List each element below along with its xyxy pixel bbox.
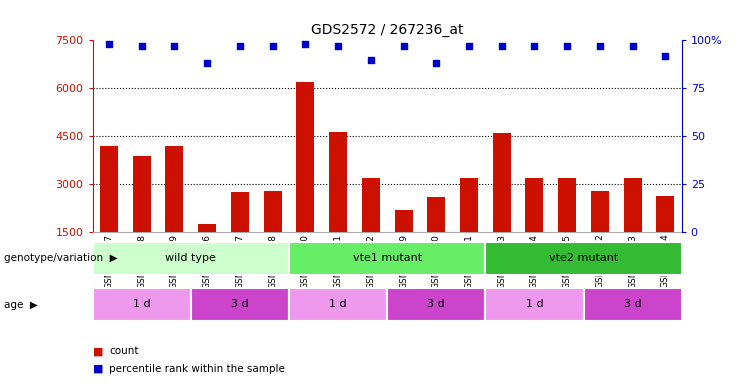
Point	[168, 43, 180, 49]
Text: vte2 mutant: vte2 mutant	[549, 253, 618, 263]
Bar	[525, 178, 543, 232]
Bar	[657, 195, 674, 232]
Bar	[362, 178, 380, 232]
Point	[202, 60, 213, 66]
Text: 3 d: 3 d	[624, 299, 642, 310]
Bar	[493, 133, 511, 232]
Text: ■: ■	[93, 364, 103, 374]
Text: 3 d: 3 d	[428, 299, 445, 310]
Text: wild type: wild type	[165, 253, 216, 263]
Bar	[100, 146, 118, 232]
Bar	[198, 224, 216, 232]
Bar	[394, 210, 413, 232]
Bar	[558, 178, 576, 232]
Point	[103, 41, 115, 47]
Point	[267, 43, 279, 49]
Text: 1 d: 1 d	[525, 299, 543, 310]
Text: age  ▶: age ▶	[4, 300, 38, 310]
Bar	[93, 242, 289, 275]
Bar	[191, 288, 289, 321]
Point	[136, 43, 147, 49]
Bar	[231, 192, 249, 232]
Bar	[289, 242, 485, 275]
Bar	[428, 197, 445, 232]
Bar	[485, 288, 583, 321]
Point	[431, 60, 442, 66]
Bar	[93, 288, 191, 321]
Point	[398, 43, 410, 49]
Point	[528, 43, 540, 49]
Bar	[264, 191, 282, 232]
Point	[234, 43, 246, 49]
Point	[561, 43, 573, 49]
Point	[365, 56, 376, 63]
Title: GDS2572 / 267236_at: GDS2572 / 267236_at	[311, 23, 463, 36]
Text: genotype/variation  ▶: genotype/variation ▶	[4, 253, 117, 263]
Bar	[624, 178, 642, 232]
Point	[463, 43, 475, 49]
Text: ■: ■	[93, 346, 103, 356]
Bar	[591, 191, 609, 232]
Text: 1 d: 1 d	[133, 299, 150, 310]
Bar	[584, 288, 682, 321]
Text: vte1 mutant: vte1 mutant	[353, 253, 422, 263]
Bar	[165, 146, 184, 232]
Point	[659, 53, 671, 59]
Text: 3 d: 3 d	[231, 299, 249, 310]
Point	[332, 43, 344, 49]
Bar	[460, 178, 478, 232]
Bar	[329, 131, 347, 232]
Point	[299, 41, 311, 47]
Text: 1 d: 1 d	[329, 299, 347, 310]
Text: percentile rank within the sample: percentile rank within the sample	[109, 364, 285, 374]
Bar	[289, 288, 387, 321]
Point	[496, 43, 508, 49]
Point	[594, 43, 606, 49]
Point	[627, 43, 639, 49]
Bar	[387, 288, 485, 321]
Bar	[485, 242, 682, 275]
Text: count: count	[109, 346, 139, 356]
Bar	[133, 156, 150, 232]
Bar	[296, 82, 314, 232]
